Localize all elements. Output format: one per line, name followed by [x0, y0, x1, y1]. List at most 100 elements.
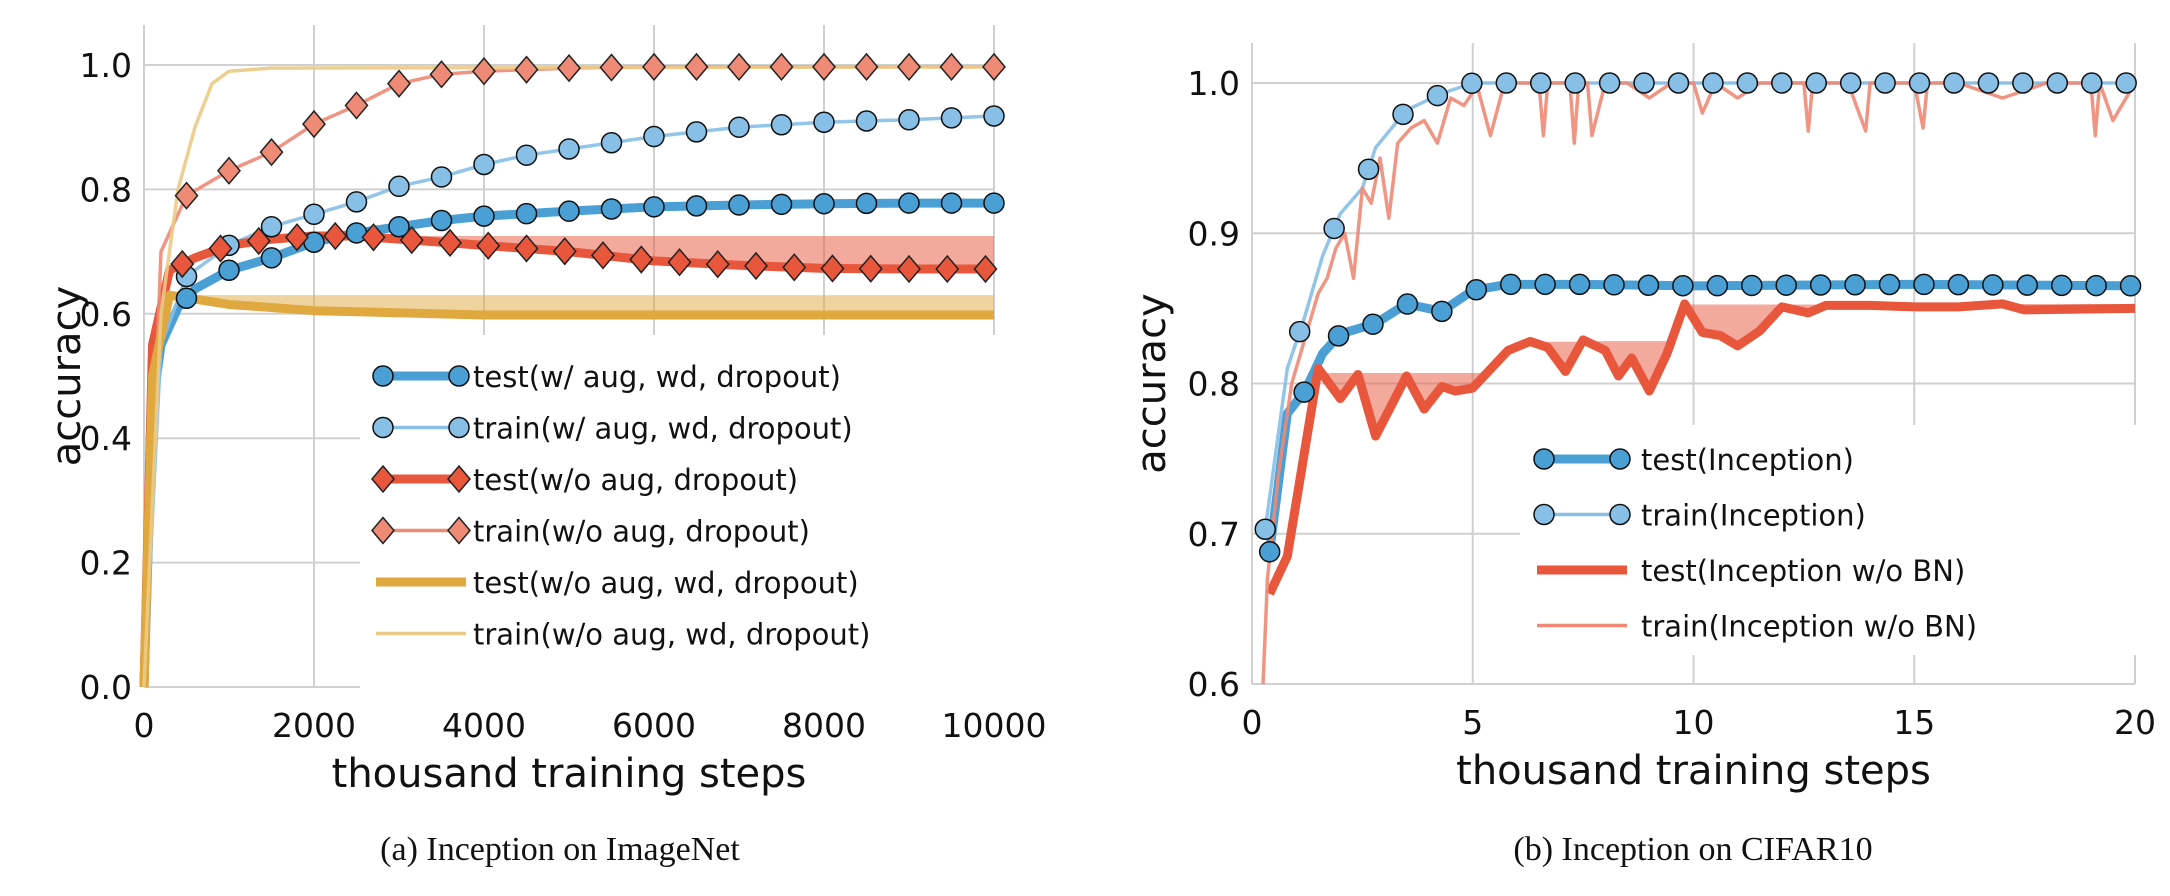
data-point-marker	[727, 52, 751, 82]
data-point-marker	[1293, 381, 1315, 403]
legend-marker	[1533, 448, 1555, 470]
data-point-marker	[939, 52, 964, 82]
x-tick-label: 8000	[782, 706, 866, 745]
data-point-marker	[1775, 274, 1797, 296]
data-point-marker	[2119, 275, 2142, 297]
data-point-marker	[2050, 274, 2073, 297]
data-point-marker	[1943, 72, 1965, 94]
data-point-marker	[285, 223, 309, 252]
data-point-marker	[684, 52, 709, 82]
data-point-marker	[1741, 274, 1763, 297]
x-tick-label: 5	[1462, 703, 1483, 742]
data-point-marker	[175, 287, 198, 309]
data-point-marker	[629, 245, 654, 274]
y-tick-label: 0.0	[80, 668, 132, 707]
data-point-marker	[1771, 72, 1793, 94]
data-point-marker	[1908, 72, 1931, 94]
data-point-marker	[1878, 273, 1901, 296]
data-point-marker	[174, 181, 199, 210]
data-point-marker	[438, 228, 462, 258]
data-point-marker	[813, 192, 835, 215]
data-point-marker	[1874, 72, 1896, 94]
data-point-marker	[1977, 72, 2000, 94]
data-point-marker	[361, 223, 386, 252]
data-point-marker	[1529, 72, 1552, 94]
data-point-marker	[2046, 72, 2069, 94]
data-point-marker	[858, 254, 883, 283]
data-point-marker	[1947, 273, 1970, 296]
x-tick-label: 15	[1893, 703, 1935, 742]
data-point-marker	[218, 259, 240, 282]
data-point-marker	[898, 108, 920, 131]
x-tick-label: 0	[134, 706, 155, 745]
data-point-marker	[387, 69, 411, 98]
data-point-marker	[1913, 273, 1935, 296]
y-axis-label: accuracy	[1129, 293, 1175, 473]
data-point-marker	[260, 247, 283, 269]
data-point-marker	[600, 198, 623, 220]
legend-marker	[1609, 503, 1631, 526]
legend-item: train(w/o aug, dropout)	[371, 515, 810, 549]
data-point-marker	[1736, 72, 1759, 94]
data-point-marker	[855, 110, 878, 132]
y-tick-label: 0.4	[80, 419, 132, 458]
legend-marker	[448, 416, 470, 439]
data-point-marker	[170, 249, 195, 279]
data-point-marker	[1702, 72, 1724, 94]
legend-label: train(w/ aug, wd, dropout)	[473, 412, 853, 446]
x-tick-label: 0	[1242, 703, 1263, 742]
data-point-marker	[769, 52, 794, 82]
data-point-marker	[208, 234, 233, 263]
data-point-marker	[558, 200, 580, 222]
data-point-marker	[897, 52, 921, 82]
data-point-marker	[1431, 300, 1453, 323]
data-point-marker	[2080, 72, 2103, 94]
data-point-marker	[514, 234, 539, 263]
data-point-marker	[2016, 274, 2039, 296]
data-point-marker	[303, 203, 325, 226]
data-point-marker	[514, 55, 539, 84]
data-point-marker	[813, 111, 835, 133]
x-axis-label: thousand training steps	[332, 751, 807, 797]
data-point-marker	[940, 192, 963, 214]
legend-item: test(w/o aug, dropout)	[371, 463, 798, 497]
legend-marker	[372, 416, 394, 439]
data-point-marker	[1805, 72, 1827, 94]
data-point-marker	[812, 52, 836, 82]
data-point-marker	[642, 52, 666, 82]
data-point-marker	[1706, 274, 1729, 297]
series-line	[142, 65, 995, 688]
legend: test(Inception) train(Inception) test(Ince…	[1520, 425, 2150, 655]
data-point-marker	[1288, 320, 1311, 343]
caption: (b) Inception on CIFAR10	[1513, 831, 1872, 868]
legend-label: train(Inception)	[1641, 499, 1866, 533]
data-point-marker	[345, 191, 368, 213]
x-axis-label: thousand training steps	[1456, 748, 1931, 794]
legend-label: train(w/o aug, dropout)	[473, 515, 810, 549]
data-point-marker	[1809, 274, 1832, 296]
data-point-marker	[1982, 274, 2004, 296]
data-point-marker	[1839, 72, 1862, 94]
legend-label: test(w/ aug, wd, dropout)	[473, 360, 841, 394]
data-point-marker	[1633, 72, 1655, 94]
x-tick-label: 2000	[272, 706, 356, 745]
data-point-marker	[430, 209, 453, 232]
data-point-marker	[1392, 103, 1414, 126]
legend-item: test(w/o aug, wd, dropout)	[376, 566, 859, 600]
data-point-marker	[476, 231, 501, 260]
data-point-marker	[1426, 84, 1449, 107]
data-point-marker	[940, 107, 963, 129]
y-tick-label: 1.0	[80, 46, 132, 85]
legend-marker	[1533, 503, 1555, 526]
data-point-marker	[429, 60, 454, 89]
chart-0: 0 2000 4000 6000 8000 10000 0.0 0.2 0.4 0.6 0.8 1.0…	[44, 25, 1046, 868]
legend-label: test(Inception)	[1641, 443, 1854, 477]
data-point-marker	[1564, 72, 1586, 94]
legend-item: test(Inception)	[1533, 443, 1854, 477]
legend: test(w/ aug, wd, dropout) train(w/ aug, w…	[360, 335, 1000, 695]
data-point-marker	[685, 195, 708, 217]
data-point-marker	[1254, 518, 1276, 540]
legend-label: test(w/o aug, wd, dropout)	[473, 566, 859, 600]
legend-marker	[448, 365, 470, 387]
